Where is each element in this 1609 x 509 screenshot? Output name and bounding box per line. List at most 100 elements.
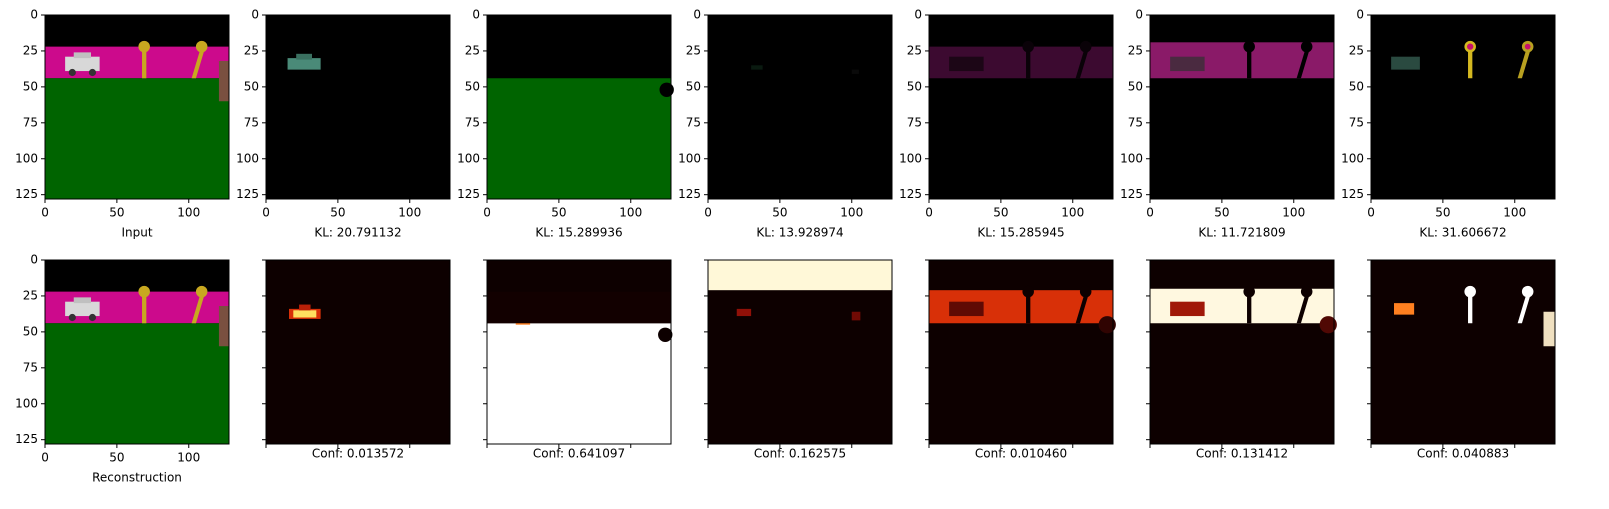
- y-tick-label: 75: [23, 115, 38, 129]
- x-tick-label: 100: [398, 206, 421, 220]
- y-tick-label: 25: [465, 43, 480, 57]
- image-region: [191, 49, 205, 79]
- image-region: [191, 294, 205, 324]
- y-tick-label: 25: [686, 43, 701, 57]
- image-region: [708, 260, 892, 444]
- y-tick-label: 0: [1135, 8, 1143, 22]
- image-region: [1243, 285, 1255, 298]
- image-region: [138, 40, 150, 53]
- image-region: [1022, 285, 1034, 298]
- y-tick-label: 50: [1349, 79, 1364, 93]
- y-tick-label: 125: [457, 187, 480, 201]
- x-tick-label: 100: [840, 206, 863, 220]
- y-tick-label: 75: [244, 115, 259, 129]
- y-tick-label: 125: [1120, 187, 1143, 201]
- y-tick-label: 75: [465, 115, 480, 129]
- y-tick-label: 0: [251, 8, 259, 22]
- y-tick-label: 25: [244, 43, 259, 57]
- frame: [1370, 14, 1556, 200]
- y-tick-label: 125: [15, 432, 38, 446]
- image-region: [88, 68, 97, 77]
- x-tick-label: 100: [177, 451, 200, 465]
- caption: Conf: 0.010460: [975, 447, 1067, 461]
- image-region: [1319, 316, 1337, 334]
- image-region: [142, 49, 147, 79]
- x-tick-label: 50: [1435, 206, 1450, 220]
- y-tick-label: 125: [899, 187, 922, 201]
- caption: KL: 13.928974: [756, 226, 843, 240]
- image-region: [65, 56, 100, 72]
- image-region: [1026, 294, 1031, 324]
- image-region: [1170, 56, 1205, 72]
- panel: Conf: 0.040883: [1367, 259, 1556, 461]
- panel: Conf: 0.010460: [925, 259, 1116, 461]
- image-region: [658, 327, 673, 342]
- image-region: [293, 310, 317, 318]
- image-region: [1391, 56, 1420, 70]
- image-region: [949, 56, 984, 72]
- x-tick-label: 50: [993, 206, 1008, 220]
- x-tick-label: 0: [483, 206, 491, 220]
- y-tick-label: 50: [907, 79, 922, 93]
- image-region: [487, 323, 671, 444]
- caption: Input: [121, 226, 152, 240]
- y-tick-label: 100: [457, 151, 480, 165]
- x-tick-label: 0: [925, 206, 933, 220]
- x-tick-label: 50: [772, 206, 787, 220]
- caption: Conf: 0.162575: [754, 447, 846, 461]
- caption: KL: 15.289936: [535, 226, 622, 240]
- image-region: [1543, 311, 1555, 347]
- frame: [707, 259, 893, 445]
- frame: [486, 259, 672, 445]
- image-region: [218, 61, 229, 102]
- x-tick-label: 0: [1367, 206, 1375, 220]
- image-region: [1517, 294, 1531, 324]
- image-region: [138, 285, 150, 298]
- frame: [928, 14, 1114, 200]
- image-region: [73, 297, 91, 304]
- image-region: [487, 291, 671, 324]
- x-tick-label: 0: [41, 451, 49, 465]
- y-tick-label: 75: [907, 115, 922, 129]
- image-region: [851, 311, 861, 321]
- y-tick-label: 75: [23, 360, 38, 374]
- y-tick-label: 100: [1341, 151, 1364, 165]
- image-region: [1170, 301, 1205, 317]
- y-tick-label: 75: [686, 115, 701, 129]
- y-tick-label: 0: [693, 8, 701, 22]
- x-tick-label: 100: [1282, 206, 1305, 220]
- y-tick-label: 25: [23, 43, 38, 57]
- image-region: [1296, 49, 1310, 79]
- x-tick-label: 50: [109, 206, 124, 220]
- image-region: [1243, 40, 1255, 53]
- frame: [1370, 259, 1556, 445]
- image-region: [73, 52, 91, 59]
- image-background: [708, 15, 892, 199]
- image-region: [1517, 49, 1531, 79]
- y-tick-label: 100: [15, 396, 38, 410]
- x-tick-label: 0: [41, 206, 49, 220]
- y-tick-label: 50: [23, 79, 38, 93]
- x-tick-label: 100: [1503, 206, 1526, 220]
- x-tick-label: 100: [619, 206, 642, 220]
- x-tick-label: 100: [1061, 206, 1084, 220]
- caption: KL: 31.606672: [1419, 226, 1506, 240]
- caption: KL: 15.285945: [977, 226, 1064, 240]
- image-region: [1468, 294, 1473, 324]
- y-tick-label: 25: [907, 43, 922, 57]
- y-tick-label: 25: [23, 288, 38, 302]
- image-region: [736, 308, 752, 317]
- y-tick-label: 0: [30, 8, 38, 22]
- y-tick-label: 50: [244, 79, 259, 93]
- image-background: [266, 15, 450, 199]
- y-tick-label: 100: [899, 151, 922, 165]
- y-tick-label: 100: [1120, 151, 1143, 165]
- y-tick-label: 50: [686, 79, 701, 93]
- panel: Conf: 0.641097: [483, 259, 673, 461]
- image-region: [851, 69, 859, 74]
- frame: [44, 259, 230, 445]
